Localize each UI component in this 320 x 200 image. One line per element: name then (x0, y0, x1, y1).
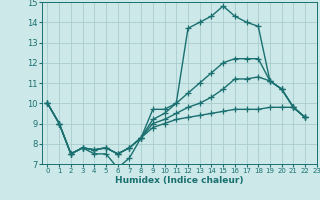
X-axis label: Humidex (Indice chaleur): Humidex (Indice chaleur) (115, 176, 244, 185)
